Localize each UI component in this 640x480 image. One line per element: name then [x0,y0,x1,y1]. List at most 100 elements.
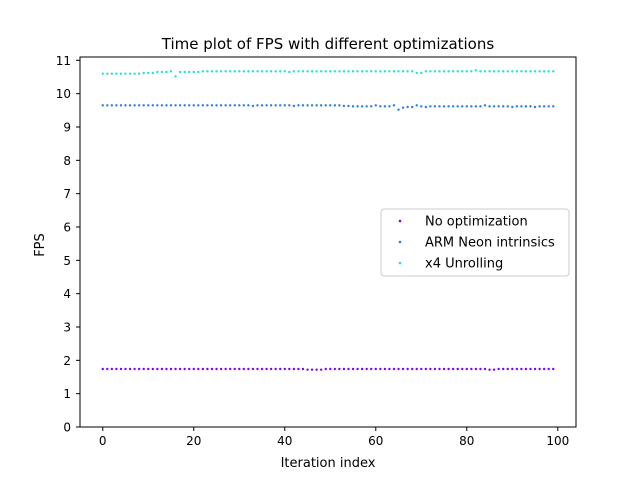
data-point [256,367,259,371]
data-point [533,70,537,73]
data-point [288,367,291,371]
x-tick-label: 100 [546,434,569,448]
data-point [315,104,318,107]
legend-marker [398,261,402,265]
data-point [133,72,136,75]
data-point [165,104,168,107]
y-tick-label: 11 [56,54,71,68]
data-point [301,70,305,73]
data-point [306,70,309,73]
y-tick-label: 5 [63,254,71,268]
data-point [456,70,459,73]
data-point [438,105,441,108]
data-point [310,368,314,371]
data-point [292,70,296,73]
data-point [406,367,409,371]
data-point [137,104,141,107]
x-tick-label: 60 [368,434,383,448]
data-point [242,70,246,73]
data-point [174,75,177,78]
data-point [379,367,382,371]
data-point [351,367,355,371]
data-point [456,105,459,108]
data-point [356,70,359,73]
data-point [433,70,437,73]
data-point [206,367,209,371]
data-point [133,367,136,371]
data-point [247,70,250,73]
data-point [401,106,405,109]
legend-label: No optimization [425,215,528,230]
data-point [151,104,155,107]
data-point [224,104,227,107]
data-point [333,70,337,73]
data-point [115,72,118,75]
data-point [274,70,277,73]
data-point [251,104,255,108]
data-point [178,367,182,371]
data-point [192,70,195,74]
data-point [197,70,200,74]
data-point [178,104,182,107]
data-point [347,104,350,108]
data-point [479,105,482,108]
data-point [506,367,509,371]
data-point [524,105,528,108]
data-point [260,367,264,371]
data-point [156,367,159,371]
data-point [247,104,250,107]
data-point [338,70,341,73]
data-point [329,70,332,73]
data-point [274,367,277,371]
data-point [351,105,355,108]
data-point [488,70,491,73]
data-point [106,367,109,371]
data-point [397,367,400,371]
data-point [297,367,300,371]
data-point [374,367,377,371]
data-point [433,367,437,371]
data-point [488,368,491,371]
data-point [269,104,273,107]
data-point [333,104,337,107]
data-point [151,71,155,75]
data-point [429,367,432,371]
data-point [342,367,346,371]
data-point [410,105,414,109]
data-point [188,104,191,107]
data-point [101,367,104,371]
data-point [424,367,428,371]
chart-title: Time plot of FPS with different optimiza… [161,35,495,53]
data-point [256,104,259,107]
data-point [224,367,227,371]
data-point [265,70,268,73]
data-point [365,105,368,108]
data-point [542,70,546,73]
data-point [137,72,141,75]
data-point [210,367,214,371]
y-axis-label: FPS [33,233,48,257]
series-2 [101,69,555,78]
y-tick-label: 3 [63,321,71,335]
data-point [260,70,264,73]
data-point [538,367,541,371]
data-point [106,72,109,75]
data-point [470,367,473,371]
data-point [279,104,282,107]
data-point [360,70,364,73]
data-point [497,70,500,73]
data-point [529,367,532,371]
data-point [265,367,268,371]
data-point [238,70,241,73]
data-point [465,105,468,108]
data-point [374,70,377,73]
data-point [370,367,373,371]
data-point [552,70,555,73]
data-point [124,367,127,371]
data-point [470,70,473,73]
data-point [310,70,314,73]
y-tick-label: 2 [63,354,71,368]
data-point [247,367,250,371]
data-point [306,104,309,107]
